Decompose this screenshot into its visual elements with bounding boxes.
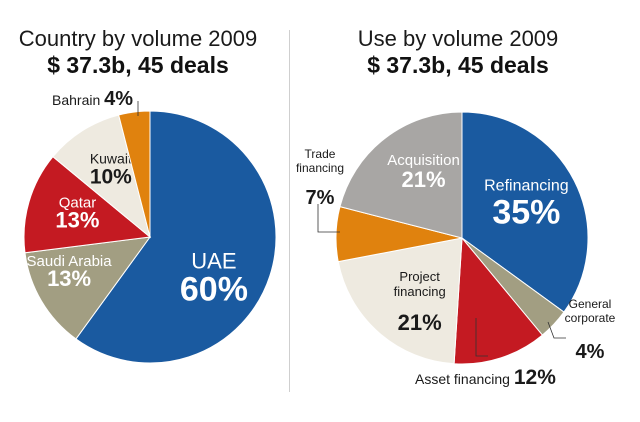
slice-value-kuwait: 10% bbox=[90, 165, 132, 188]
chart-subtitle-use: $ 37.3b, 45 deals bbox=[367, 52, 549, 78]
slice-label-general-corporate: General corporate bbox=[565, 297, 616, 325]
chart-divider bbox=[289, 30, 290, 392]
slice-label-trade-financing: Trade financing bbox=[296, 147, 344, 175]
slice-label-uae: UAE bbox=[191, 248, 236, 273]
slice-value-general-corporate: 4% bbox=[576, 341, 605, 363]
chart-subtitle-country: $ 37.3b, 45 deals bbox=[47, 52, 229, 78]
slice-value-acquisition: 21% bbox=[402, 167, 446, 192]
slice-label-project-financing: Project financing bbox=[394, 269, 446, 299]
slice-label-refinancing: Refinancing bbox=[484, 177, 569, 194]
pie-slice-saudi-arabia bbox=[24, 236, 152, 340]
slice-label-saudi-arabia: Saudi Arabia bbox=[27, 253, 113, 270]
slice-label-acquisition: Acquisition bbox=[387, 152, 460, 169]
slice-value-qatar: 13% bbox=[55, 208, 99, 233]
slice-value-trade-financing: 7% bbox=[306, 187, 335, 209]
slice-value-uae: 60% bbox=[180, 270, 248, 308]
slice-label-bahrain: Bahrain 4% bbox=[52, 88, 133, 110]
pie-slice-qatar bbox=[23, 155, 152, 254]
pie-slice-acquisition bbox=[339, 111, 463, 239]
slice-label-qatar: Qatar bbox=[59, 195, 97, 212]
slice-value-refinancing: 35% bbox=[492, 193, 560, 231]
slice-value-saudi-arabia: 13% bbox=[47, 266, 91, 291]
pie-slice-project-financing bbox=[337, 237, 463, 365]
pie-slice-uae bbox=[75, 110, 277, 364]
pie-slice-refinancing bbox=[461, 111, 589, 313]
slice-value-project-financing: 21% bbox=[398, 310, 442, 335]
leader-line-general-corporate bbox=[547, 321, 566, 339]
chart-title-use: Use by volume 2009 bbox=[357, 26, 559, 51]
chart-title-country: Country by volume 2009 bbox=[18, 26, 258, 51]
pie-slice-kuwait bbox=[52, 114, 151, 239]
slice-label-asset-financing: Asset financing 12% bbox=[415, 366, 556, 389]
leader-line-trade-financing bbox=[317, 204, 340, 233]
leader-line-asset-financing bbox=[475, 318, 488, 357]
slice-label-kuwait: Kuwait bbox=[90, 150, 132, 166]
pie-slice-bahrain bbox=[118, 110, 151, 238]
